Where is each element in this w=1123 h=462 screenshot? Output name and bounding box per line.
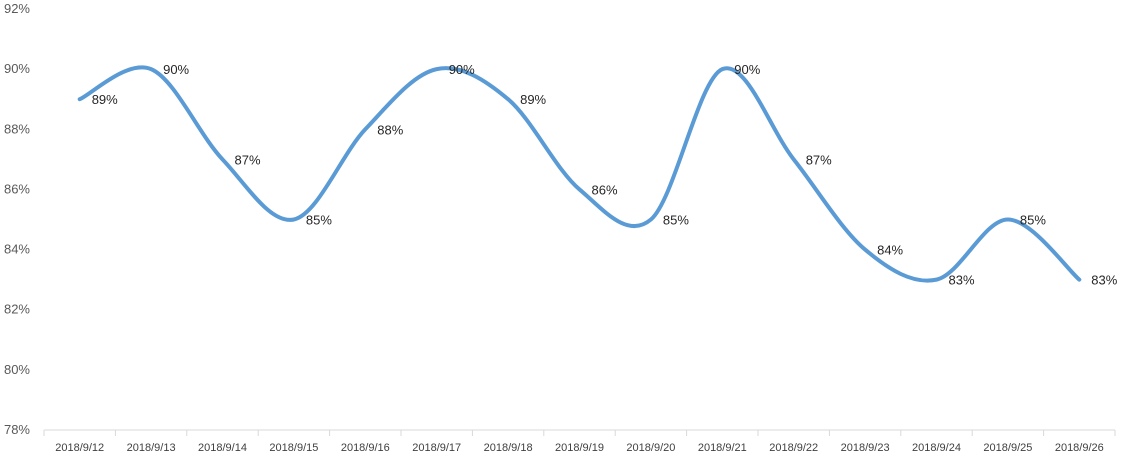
x-tick-label: 2018/9/21 [698, 442, 747, 454]
data-label: 89% [520, 92, 546, 107]
x-tick-label: 2018/9/16 [341, 442, 390, 454]
data-label: 85% [663, 213, 689, 228]
x-tick-label: 2018/9/12 [55, 442, 104, 454]
series-line [77, 65, 1082, 283]
x-tick-label: 2018/9/13 [127, 442, 176, 454]
y-tick-label: 78% [4, 422, 30, 437]
data-label: 86% [592, 182, 618, 197]
data-label: 85% [306, 213, 332, 228]
x-tick-label: 2018/9/19 [555, 442, 604, 454]
y-tick-label: 92% [4, 1, 30, 16]
data-label: 87% [235, 152, 261, 167]
data-label: 84% [877, 243, 903, 258]
x-axis-tick-labels: 2018/9/12 2018/9/13 2018/9/14 2018/9/15 2018… [55, 442, 1104, 454]
x-tick-label: 2018/9/15 [269, 442, 318, 454]
x-tick-label: 2018/9/22 [769, 442, 818, 454]
data-label: 83% [1091, 273, 1117, 288]
x-tick-label: 2018/9/25 [983, 442, 1032, 454]
x-tick-label: 2018/9/26 [1055, 442, 1104, 454]
y-tick-label: 90% [4, 61, 30, 76]
y-tick-label: 84% [4, 242, 30, 257]
data-label: 87% [806, 152, 832, 167]
y-tick-label: 82% [4, 302, 30, 317]
x-tick-label: 2018/9/14 [198, 442, 247, 454]
x-tick-label: 2018/9/24 [912, 442, 961, 454]
x-axis [43, 429, 1116, 436]
x-tick-label: 2018/9/17 [412, 442, 461, 454]
y-tick-label: 88% [4, 121, 30, 136]
data-label: 83% [949, 273, 975, 288]
data-label: 90% [734, 62, 760, 77]
x-tick-label: 2018/9/18 [484, 442, 533, 454]
data-label: 90% [163, 62, 189, 77]
x-tick-label: 2018/9/23 [841, 442, 890, 454]
y-tick-label: 86% [4, 181, 30, 196]
data-labels: 89% 90% 87% 85% 88% 90% 89% 86% 85% 90% 87% 84% 83% 8… [92, 62, 1118, 288]
data-label: 89% [92, 92, 118, 107]
y-tick-label: 80% [4, 362, 30, 377]
x-tick-label: 2018/9/20 [626, 442, 675, 454]
data-label: 88% [377, 122, 403, 137]
y-axis-tick-labels: 78% 80% 82% 84% 86% 88% 90% 92% [4, 1, 30, 437]
data-label: 90% [449, 62, 475, 77]
data-label: 85% [1020, 213, 1046, 228]
series-line-group [77, 65, 1082, 283]
